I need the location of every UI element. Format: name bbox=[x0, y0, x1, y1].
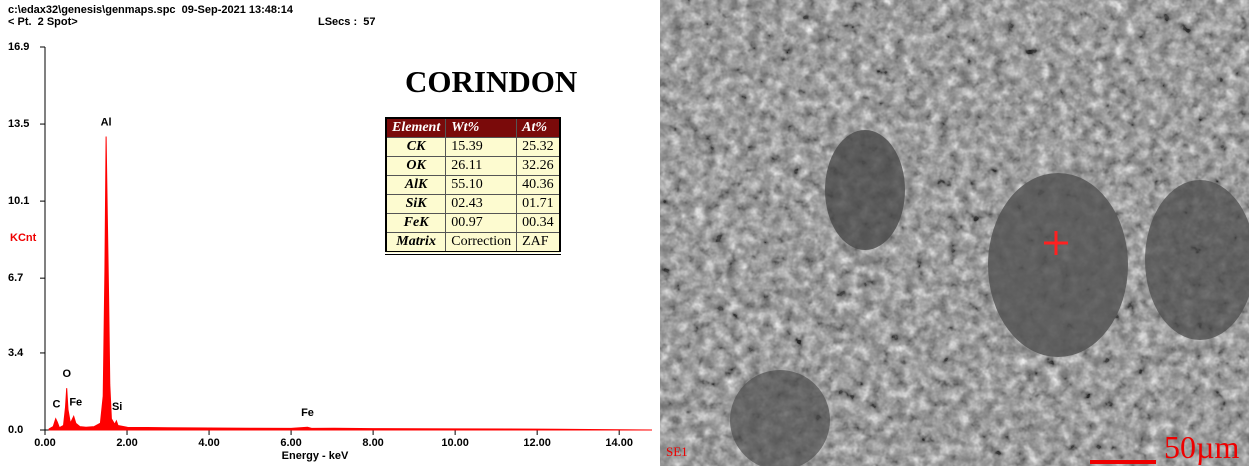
header-row: Element Wt% At% bbox=[385, 117, 561, 138]
table-cell: Correction bbox=[445, 232, 518, 254]
live-secs: LSecs : 57 bbox=[318, 16, 376, 28]
peak-label: C bbox=[53, 399, 61, 411]
table-row: CK 15.39 25.32 bbox=[385, 137, 561, 157]
grain bbox=[988, 173, 1128, 357]
y-tick-label: 13.5 bbox=[8, 118, 29, 130]
column-header: Wt% bbox=[445, 117, 518, 138]
y-tick-label: 6.7 bbox=[8, 272, 23, 284]
scale-label: 50µm bbox=[1164, 429, 1239, 465]
grain bbox=[825, 130, 905, 250]
x-tick-label: 0.00 bbox=[34, 437, 55, 449]
table-cell: 00.97 bbox=[445, 213, 518, 233]
table-cell: 15.39 bbox=[445, 137, 518, 157]
x-tick-label: 10.00 bbox=[441, 437, 469, 449]
x-tick-label: 6.00 bbox=[280, 437, 301, 449]
table-row: FeK 00.97 00.34 bbox=[385, 213, 561, 233]
peak-label: Si bbox=[112, 401, 122, 413]
y-tick-label: 16.9 bbox=[8, 41, 29, 53]
peak-label: Fe bbox=[69, 396, 82, 408]
column-header: Element bbox=[385, 117, 447, 138]
table-cell: 40.36 bbox=[516, 175, 561, 195]
grain bbox=[1145, 180, 1249, 340]
peak-label: Al bbox=[101, 116, 112, 128]
y-axis-label: KCnt bbox=[10, 232, 37, 244]
spectrum-area bbox=[48, 136, 653, 431]
grain bbox=[730, 370, 830, 466]
table-row: SiK 02.43 01.71 bbox=[385, 194, 561, 214]
point-label: < Pt. 2 Spot> bbox=[8, 16, 78, 28]
x-tick-label: 12.00 bbox=[523, 437, 551, 449]
y-tick-label: 3.4 bbox=[8, 347, 24, 359]
table-cell: AlK bbox=[385, 175, 447, 195]
table-cell: 25.32 bbox=[516, 137, 561, 157]
x-tick-label: 4.00 bbox=[198, 437, 219, 449]
x-tick-label: 14.00 bbox=[605, 437, 633, 449]
table-title: CORINDON bbox=[405, 64, 578, 99]
detector-label: SE1 bbox=[666, 444, 688, 459]
results-table: Element Wt% At% CK 15.39 25.32 OK 26.11 32.26 AlK… bbox=[385, 117, 561, 255]
spot-marker bbox=[1044, 231, 1068, 255]
table-cell: 01.71 bbox=[516, 194, 561, 214]
table-cell: 32.26 bbox=[516, 156, 561, 176]
table-cell: 26.11 bbox=[445, 156, 518, 176]
table-cell: 55.10 bbox=[445, 175, 518, 195]
x-tick-label: 8.00 bbox=[362, 437, 383, 449]
table-cell: CK bbox=[385, 137, 447, 157]
table-cell: OK bbox=[385, 156, 447, 176]
peak-label: Fe bbox=[301, 407, 314, 419]
sem-image: SE1 50µm bbox=[660, 0, 1249, 466]
table-cell: 02.43 bbox=[445, 194, 518, 214]
x-tick-label: 2.00 bbox=[116, 437, 137, 449]
table-cell: SiK bbox=[385, 194, 447, 214]
table-row: AlK 55.10 40.36 bbox=[385, 175, 561, 195]
table-cell: 00.34 bbox=[516, 213, 561, 233]
x-axis-label: Energy - keV bbox=[282, 450, 349, 462]
peak-label: O bbox=[62, 368, 71, 380]
spectrum-chart: 0.0 3.4 6.7 10.1 13.5 16.9 0.00 2.00 4.00 6.00 8.0… bbox=[8, 41, 653, 462]
table-row: Matrix Correction ZAF bbox=[385, 232, 561, 254]
column-header: At% bbox=[516, 117, 561, 138]
table-cell: Matrix bbox=[385, 232, 447, 254]
y-tick-label: 0.0 bbox=[8, 424, 23, 436]
table-cell: ZAF bbox=[516, 232, 561, 254]
file-header: c:\edax32\genesis\genmaps.spc 09-Sep-202… bbox=[8, 4, 293, 16]
table-cell: FeK bbox=[385, 213, 447, 233]
table-row: OK 26.11 32.26 bbox=[385, 156, 561, 176]
y-tick-label: 10.1 bbox=[8, 195, 29, 207]
